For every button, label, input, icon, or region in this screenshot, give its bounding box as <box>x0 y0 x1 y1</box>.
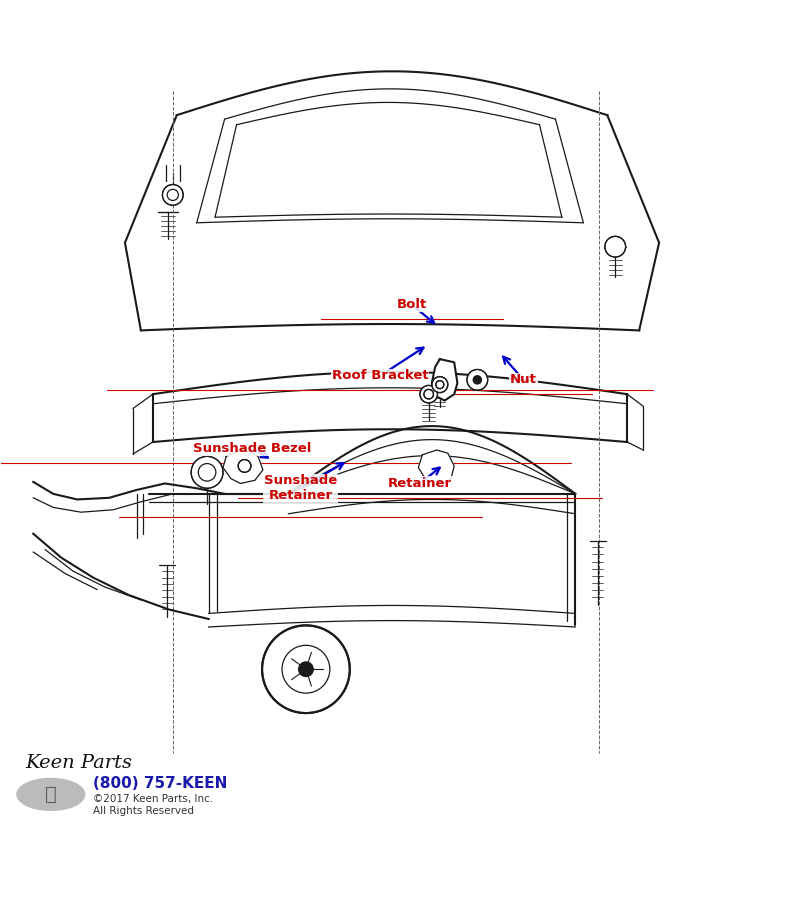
Circle shape <box>436 381 444 389</box>
Text: Bolt: Bolt <box>397 299 427 311</box>
Circle shape <box>298 662 314 677</box>
Circle shape <box>238 460 251 473</box>
Text: Sunshade Bezel: Sunshade Bezel <box>194 442 312 454</box>
Text: ©2017 Keen Parts, Inc.
All Rights Reserved: ©2017 Keen Parts, Inc. All Rights Reserv… <box>93 794 214 815</box>
Text: Retainer: Retainer <box>388 477 452 490</box>
Polygon shape <box>432 359 458 400</box>
Circle shape <box>191 456 223 489</box>
Text: Roof Bracket: Roof Bracket <box>332 369 428 382</box>
Circle shape <box>605 237 626 257</box>
Ellipse shape <box>17 778 85 810</box>
Text: Sunshade
Retainer: Sunshade Retainer <box>264 474 337 502</box>
Circle shape <box>162 184 183 205</box>
Polygon shape <box>223 450 263 483</box>
Circle shape <box>262 626 350 713</box>
Circle shape <box>432 377 448 392</box>
Circle shape <box>420 385 438 403</box>
Text: (800) 757-KEEN: (800) 757-KEEN <box>93 776 227 791</box>
Circle shape <box>473 375 482 384</box>
Circle shape <box>424 390 434 399</box>
Text: 🚗: 🚗 <box>45 785 57 804</box>
Text: Nut: Nut <box>510 374 537 386</box>
Polygon shape <box>418 450 454 485</box>
Text: Keen Parts: Keen Parts <box>26 753 132 771</box>
Circle shape <box>467 370 488 391</box>
